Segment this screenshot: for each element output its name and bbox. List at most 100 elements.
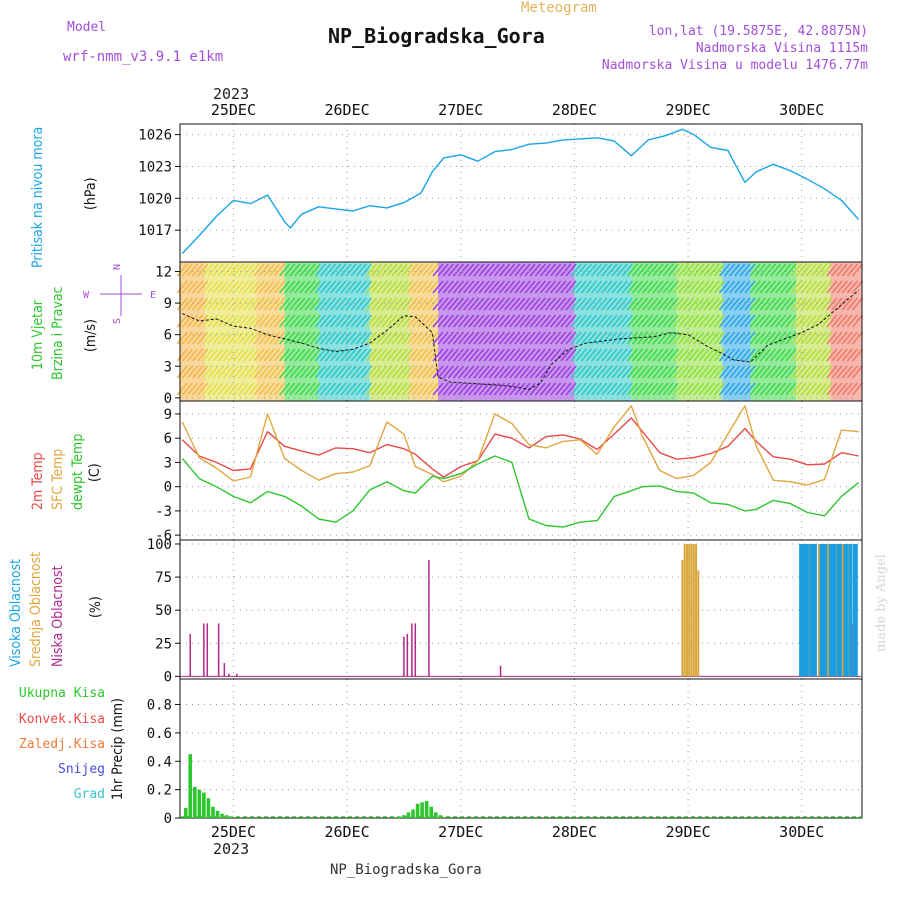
wind-barb (319, 382, 332, 396)
wind-barb (841, 331, 853, 345)
wind-barb (611, 314, 623, 328)
wind-barb (775, 382, 787, 396)
cloud-bar (223, 663, 226, 677)
wind-barb (176, 263, 188, 277)
wind-barb (601, 331, 613, 345)
wind-barb (729, 348, 741, 362)
wind-barb (186, 297, 199, 311)
wind-barb (391, 348, 403, 362)
wind-barb (555, 348, 567, 362)
wind-barb (253, 280, 265, 294)
wind-barb (335, 297, 347, 311)
wind-barb (754, 314, 766, 328)
wind-barb (468, 348, 480, 362)
wind-barb (683, 382, 695, 396)
wind-barb (749, 314, 761, 328)
wind-barb (493, 382, 506, 396)
wind-barb (309, 348, 321, 362)
wind-barb (396, 331, 408, 345)
wind-barb (299, 331, 311, 345)
wind-barb (381, 365, 393, 379)
wind-barb (401, 263, 413, 277)
wind-barb (232, 263, 245, 277)
wind-barb (851, 365, 864, 379)
wind-barb (647, 297, 659, 311)
wind-barb (238, 348, 250, 362)
wind-barb (181, 365, 194, 379)
wind-barb (299, 365, 311, 379)
day-label-bottom: 26DEC (325, 823, 370, 841)
wind-barb (539, 314, 552, 328)
wind-barb (365, 280, 378, 294)
wind-barb (186, 365, 199, 379)
wind-barb (299, 382, 311, 396)
wind-barb (723, 263, 736, 277)
wind-barb (667, 365, 679, 379)
wind-barb (841, 280, 853, 294)
wind-barb (621, 348, 633, 362)
ytick-label: 1017 (138, 223, 172, 239)
wind-barb (631, 297, 644, 311)
wind-barb (780, 263, 792, 277)
wind-barb (509, 280, 521, 294)
wind-barb (427, 331, 439, 345)
wind-barb (544, 348, 557, 362)
wind-barb (227, 365, 240, 379)
cloud-bar (854, 543, 858, 677)
wind-barb (478, 382, 490, 396)
wind-barb (611, 331, 623, 345)
wind-barb (759, 382, 771, 396)
wind-barb (810, 297, 823, 311)
wind-barb (529, 382, 541, 396)
wind-barb (273, 348, 286, 362)
wind-barb (273, 314, 286, 328)
wind-barb (319, 314, 332, 328)
wind-barb (411, 382, 424, 396)
wind-barb (580, 314, 592, 328)
wind-barb (816, 280, 828, 294)
cloud-bar (809, 543, 813, 677)
wind-barb (376, 314, 388, 328)
wind-barb (304, 348, 316, 362)
wind-barb (744, 348, 756, 362)
wind-barb (831, 365, 843, 379)
wind-barb (637, 365, 649, 379)
wind-barb (514, 382, 526, 396)
wind-barb (821, 382, 833, 396)
wind-barb (749, 280, 761, 294)
wind-barb (723, 314, 736, 328)
wind-barb (192, 365, 204, 379)
legend-ukupna-kisa: Ukupna Kisa (18, 686, 105, 701)
wind-barb (478, 365, 490, 379)
wind-barb (324, 382, 337, 396)
wind-barb (504, 297, 516, 311)
wind-barb (652, 365, 664, 379)
wind-barb (284, 348, 296, 362)
wind-barb (683, 365, 695, 379)
wind-barb (805, 297, 818, 311)
wind-barb (590, 280, 603, 294)
wind-barb (447, 348, 459, 362)
wind-barb (232, 382, 245, 396)
wind-barb (652, 382, 664, 396)
cloud-bar (411, 623, 413, 677)
wind-barb (826, 297, 838, 311)
wind-barb (355, 314, 367, 328)
wind-barb (534, 314, 546, 328)
wind-barb (422, 348, 434, 362)
wind-barb (846, 348, 858, 362)
wind-barb (826, 314, 838, 328)
wind-barb (319, 263, 332, 277)
ytick-label: 1020 (138, 191, 172, 207)
wind-barb (708, 331, 720, 345)
wind-barb (258, 297, 270, 311)
wind-barb (432, 382, 444, 396)
cloud-bar (236, 673, 238, 677)
precip-bar (229, 816, 233, 818)
wind-barb (713, 348, 725, 362)
wind-barb (371, 297, 383, 311)
wind-barb (391, 331, 403, 345)
ytick-label: -6 (155, 528, 172, 544)
wind-barb (202, 331, 214, 345)
wind-barb (309, 331, 321, 345)
